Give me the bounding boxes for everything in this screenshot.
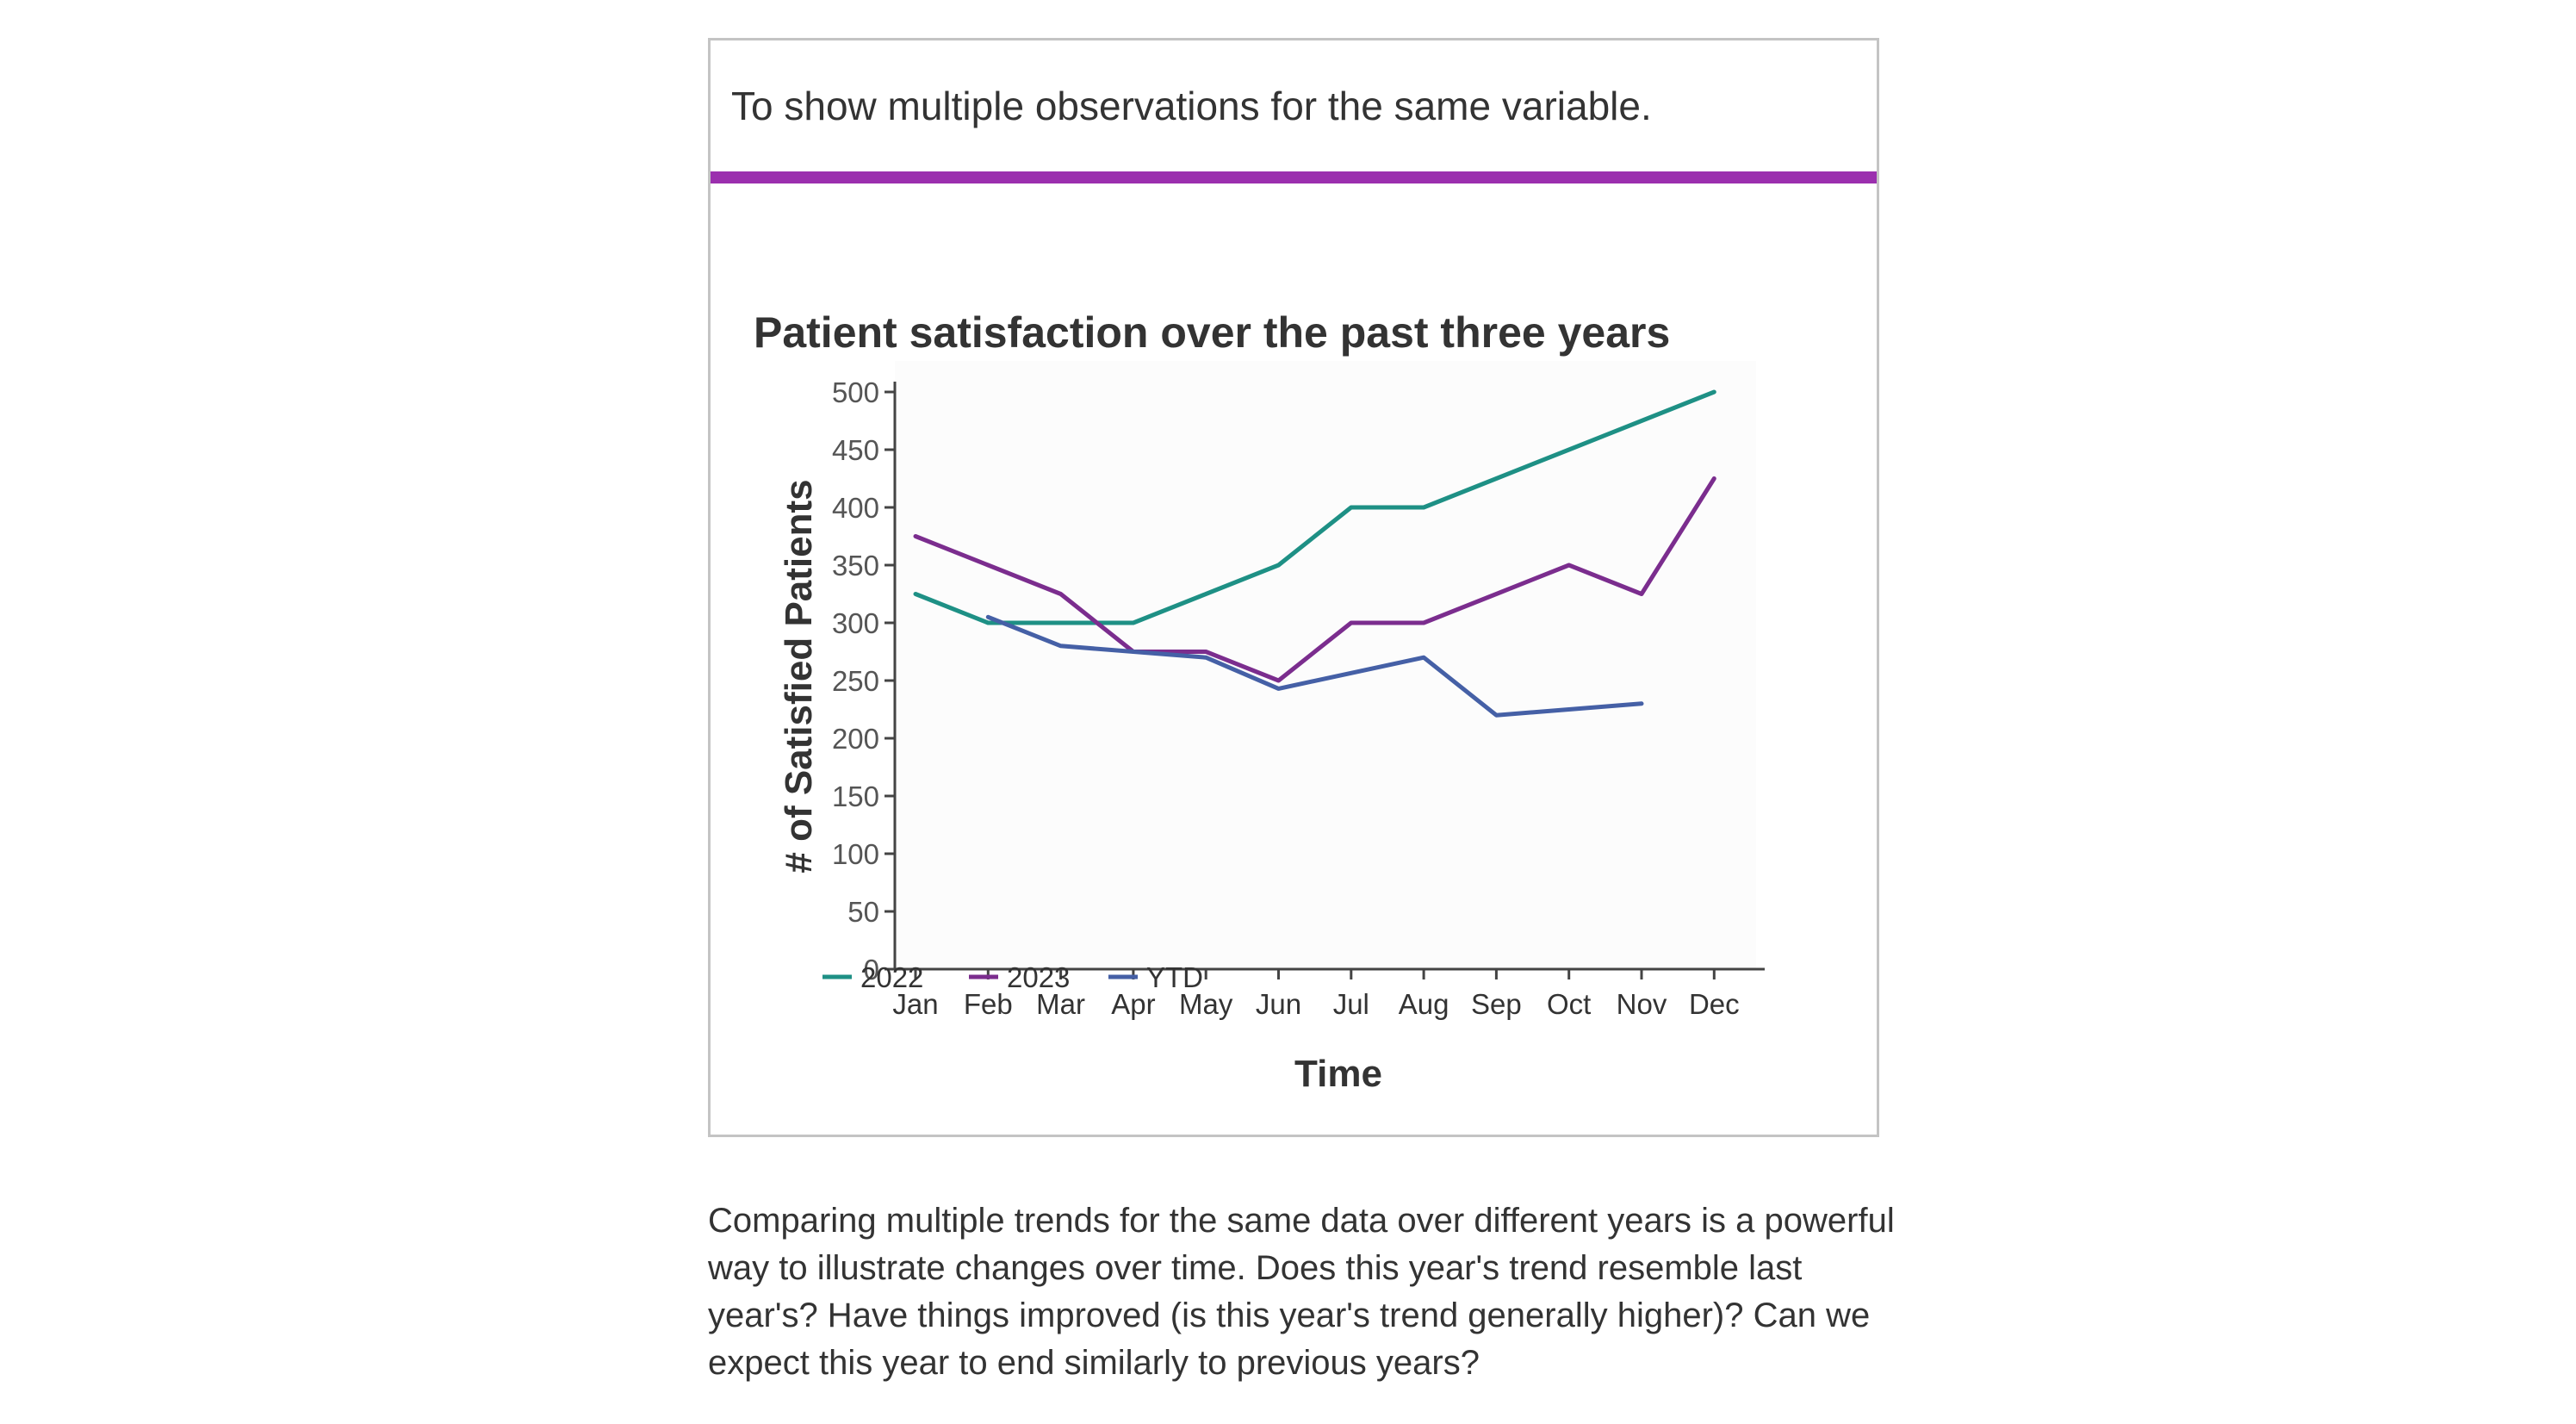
chart-card: To show multiple observations for the sa… [708, 38, 1879, 1137]
description-paragraph: Comparing multiple trends for the same d… [708, 1202, 1895, 1382]
x-tick-label: Apr [1111, 988, 1155, 1020]
y-tick-label: 250 [832, 665, 879, 697]
chart-container: Patient satisfaction over the past three… [711, 183, 1877, 1135]
x-tick-label: Mar [1036, 988, 1085, 1020]
card-subtitle: To show multiple observations for the sa… [731, 84, 1652, 128]
legend-label: YTD [1146, 961, 1203, 993]
plot-background [895, 361, 1756, 969]
y-tick-label: 100 [832, 838, 879, 870]
x-tick-label: Oct [1547, 988, 1591, 1020]
series-line-ytd [985, 614, 1644, 718]
x-tick-label: Aug [1399, 988, 1449, 1020]
series-line-2022 [913, 389, 1716, 625]
y-tick-label: 50 [847, 896, 879, 928]
card-header: To show multiple observations for the sa… [711, 40, 1877, 183]
x-tick-label: Dec [1689, 988, 1740, 1020]
x-tick-label: Jan [892, 988, 938, 1020]
y-tick-label: 300 [832, 607, 879, 639]
y-tick-label: 350 [832, 550, 879, 581]
line-chart: Patient satisfaction over the past three… [754, 308, 1765, 1095]
series-line-2023 [913, 476, 1716, 683]
y-tick-label: 150 [832, 780, 879, 812]
y-tick-label: 500 [832, 376, 879, 408]
y-tick-label: 400 [832, 492, 879, 524]
y-tick-label: 200 [832, 723, 879, 755]
chart-title: Patient satisfaction over the past three… [754, 308, 1670, 357]
x-axis-title: Time [1294, 1053, 1382, 1095]
x-tick-label: Sep [1471, 988, 1522, 1020]
x-tick-label: May [1179, 988, 1233, 1020]
x-tick-label: Nov [1617, 988, 1667, 1020]
legend-label: 2023 [1007, 961, 1070, 993]
x-tick-label: Feb [964, 988, 1013, 1020]
x-tick-label: Jul [1333, 988, 1369, 1020]
y-tick-label: 450 [832, 434, 879, 466]
y-tick-label: 0 [864, 954, 879, 986]
legend-label: 2022 [860, 961, 923, 993]
x-tick-label: Jun [1256, 988, 1301, 1020]
y-axis-title: # of Satisfied Patients [778, 479, 820, 873]
